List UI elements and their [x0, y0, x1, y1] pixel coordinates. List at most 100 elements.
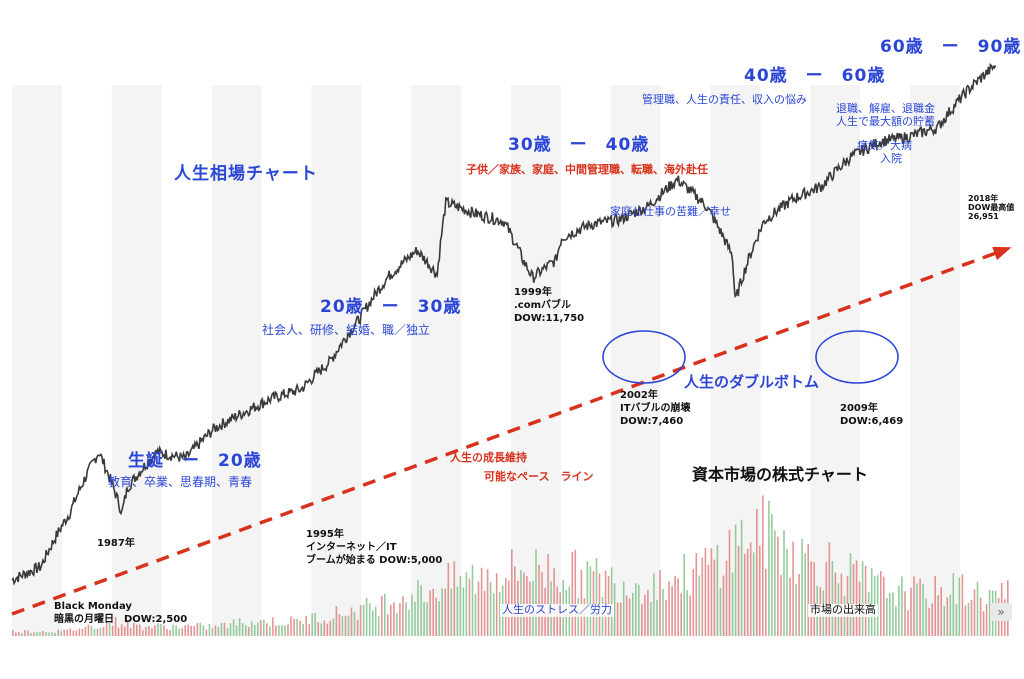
stage4-title: 40歳 ー 60歳: [744, 66, 886, 86]
volume-bar: [145, 627, 147, 636]
volume-bar: [332, 618, 335, 636]
volume-bar: [574, 549, 577, 636]
volume-bar: [235, 625, 238, 636]
stage2-desc: 社会人、研修、結婚、職／独立: [262, 323, 431, 337]
volume-bar: [99, 627, 102, 636]
volume-bar: [737, 546, 740, 636]
stage3-desc: 子供／家族、家庭、中間管理職、転職、海外赴任: [466, 163, 708, 176]
volume-bar: [759, 545, 761, 636]
volume-bar: [193, 626, 196, 636]
volume-bar: [889, 593, 891, 636]
stage1-desc: 教育、卒業、思春期、青春: [108, 475, 253, 489]
volume-bar: [979, 597, 982, 636]
volume-bar: [937, 595, 939, 636]
volume-bar: [90, 626, 93, 636]
volume-bar: [287, 624, 289, 636]
volume-bar: [462, 587, 465, 636]
volume-bar: [541, 571, 543, 636]
volume-bar: [60, 631, 62, 636]
volume-bar: [57, 629, 59, 636]
volume-bar: [350, 607, 353, 636]
volume-bar: [898, 585, 900, 636]
volume-bar: [916, 583, 918, 636]
volume-bar: [913, 576, 915, 636]
volume-bar: [105, 621, 108, 636]
volume-bar: [453, 561, 456, 636]
volume-bar: [638, 584, 640, 636]
volume-bar: [583, 598, 586, 636]
annotation-internet: インターネット／IT: [306, 542, 397, 553]
volume-bar: [24, 630, 26, 636]
volume-bar: [423, 601, 425, 636]
background-stripe: [810, 85, 861, 636]
volume-bar: [746, 548, 749, 636]
volume-bar: [371, 610, 374, 636]
volume-bar: [934, 575, 936, 636]
volume-bar: [483, 590, 486, 636]
volume-bar: [429, 590, 431, 636]
volume-bar: [904, 591, 906, 636]
volume-bar: [205, 629, 208, 636]
annotation-2002: 2002年: [620, 390, 658, 401]
volume-bar: [988, 590, 991, 636]
volume-bar: [114, 616, 117, 636]
volume-bar: [734, 524, 737, 636]
volume-bar: [668, 581, 670, 636]
volume-bar: [260, 620, 262, 636]
volume-bar: [928, 608, 930, 636]
stage5-desc3: 病気／大病: [857, 139, 912, 152]
volume-bar: [901, 576, 903, 636]
volume-bar: [498, 592, 501, 636]
background-stripe: [910, 85, 961, 636]
volume-bar: [486, 569, 489, 636]
volume-bar: [48, 632, 50, 636]
volume-bar: [492, 593, 495, 636]
volume-bar: [344, 615, 347, 636]
volume-bar: [892, 592, 894, 636]
volume-bar: [689, 595, 691, 636]
volume-bar: [247, 627, 250, 636]
volume-bar: [619, 602, 622, 636]
volume-bar: [967, 602, 970, 636]
volume-bar: [907, 610, 909, 636]
volume-bar: [284, 625, 286, 636]
volume-bar: [66, 629, 68, 636]
annotation-2018: 2018年: [968, 194, 999, 203]
scroll-right-button[interactable]: »: [990, 603, 1012, 621]
volume-bar: [33, 632, 35, 636]
volume-bar: [148, 626, 150, 636]
volume-bar: [102, 626, 105, 636]
volume-bar: [731, 572, 734, 636]
volume-bar: [217, 626, 220, 636]
annotation-black-monday: Black Monday: [54, 601, 132, 612]
volume-bar: [604, 570, 607, 636]
volume-bar: [447, 562, 450, 636]
volume-bar: [263, 619, 265, 636]
volume-bar: [42, 631, 44, 636]
volume-bar: [75, 630, 78, 636]
volume-bar: [641, 604, 643, 636]
volume-bar: [813, 562, 815, 636]
volume-bar: [241, 623, 244, 636]
volume-bar: [749, 542, 752, 636]
volume-bar: [861, 561, 864, 636]
volume-bar: [393, 602, 395, 636]
annotation-dow-7460: DOW:7,460: [620, 416, 684, 427]
volume-bar: [456, 586, 459, 636]
volume-bar: [616, 602, 619, 636]
volume-bar: [692, 569, 695, 636]
volume-bar: [211, 628, 214, 636]
volume-bar: [420, 585, 422, 636]
annotation-1999: 1999年: [514, 287, 552, 298]
volume-bar: [743, 554, 746, 636]
volume-bar: [653, 573, 655, 636]
volume-bar: [253, 625, 256, 636]
volume-bar: [471, 564, 474, 636]
volume-bar: [169, 630, 171, 636]
volume-bar: [154, 625, 156, 636]
volume-bar: [81, 628, 84, 636]
volume-bar: [302, 623, 304, 636]
volume-bar: [136, 624, 138, 636]
volume-bar: [78, 628, 81, 636]
volume-bar: [120, 624, 123, 636]
